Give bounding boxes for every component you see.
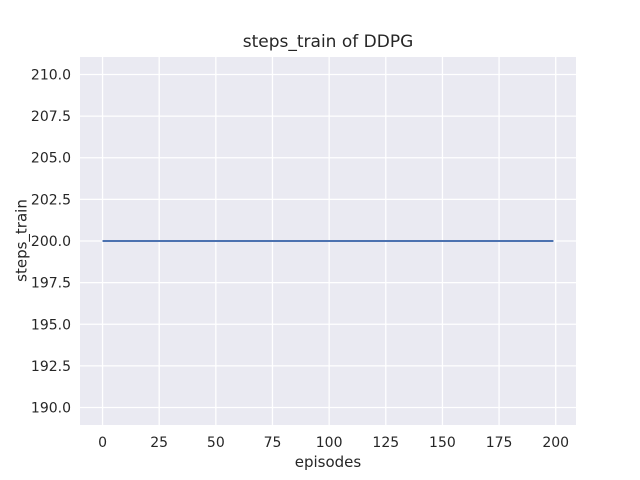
y-axis-label: steps_train bbox=[12, 199, 31, 282]
y-tick-label: 202.5 bbox=[31, 192, 71, 208]
y-tick-label: 200.0 bbox=[31, 234, 71, 250]
x-tick-label: 0 bbox=[98, 435, 107, 451]
x-axis-label: episodes bbox=[294, 453, 362, 471]
y-tick-label: 195.0 bbox=[31, 317, 71, 333]
x-tick-label: 50 bbox=[207, 435, 225, 451]
x-tick-label: 75 bbox=[264, 435, 282, 451]
x-tick-label: 200 bbox=[542, 435, 569, 451]
x-tick-label: 150 bbox=[429, 435, 456, 451]
x-tick-label: 25 bbox=[150, 435, 168, 451]
chart-title: steps_train of DDPG bbox=[242, 32, 414, 52]
x-tick-label: 175 bbox=[486, 435, 513, 451]
y-tick-label: 197.5 bbox=[31, 276, 71, 292]
y-tick-label: 205.0 bbox=[31, 151, 71, 167]
y-tick-label: 210.0 bbox=[31, 67, 71, 83]
y-tick-label: 207.5 bbox=[31, 109, 71, 125]
x-tick-label: 125 bbox=[372, 435, 399, 451]
y-tick-label: 192.5 bbox=[31, 359, 71, 375]
y-tick-label: 190.0 bbox=[31, 401, 71, 417]
x-tick-label: 100 bbox=[316, 435, 343, 451]
